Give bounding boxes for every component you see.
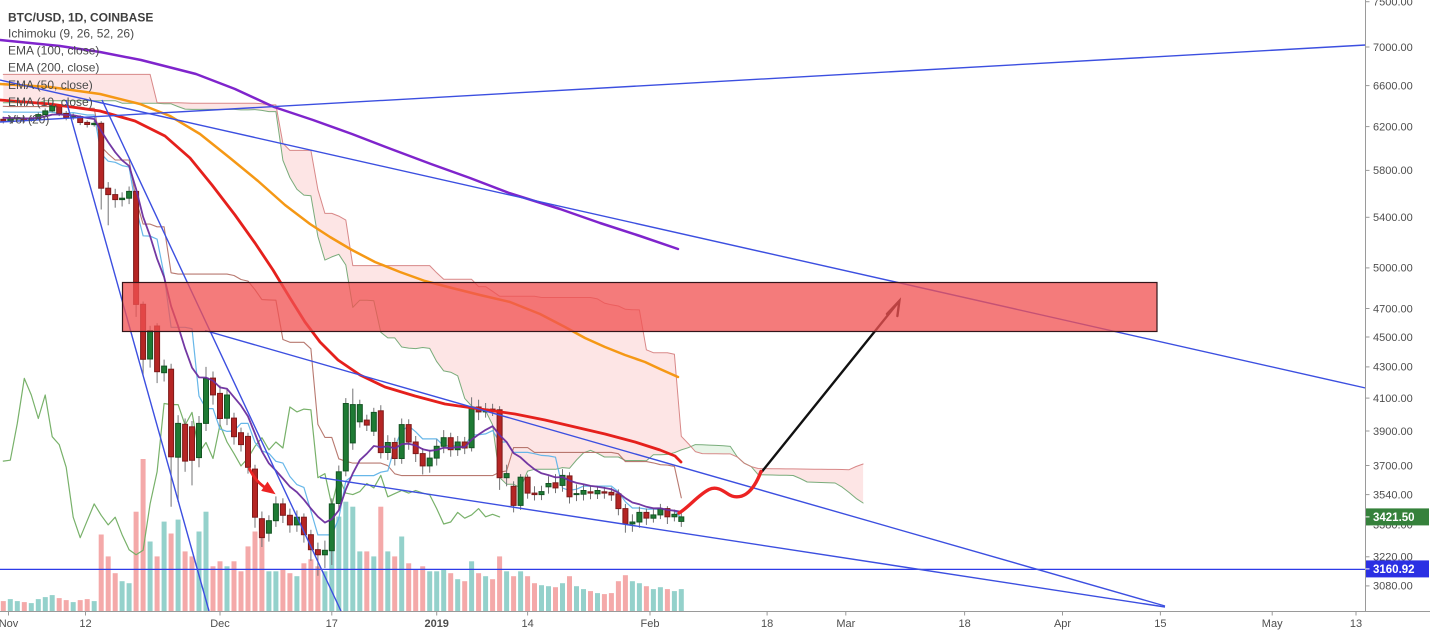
svg-text:3160.92: 3160.92 (1373, 564, 1415, 576)
svg-text:Ichimoku (9, 26, 52, 26): Ichimoku (9, 26, 52, 26) (8, 27, 134, 41)
svg-text:14: 14 (521, 618, 533, 630)
svg-text:4100.00: 4100.00 (1373, 393, 1413, 405)
svg-text:EMA (10, close): EMA (10, close) (8, 95, 93, 109)
svg-text:Feb: Feb (641, 618, 660, 630)
svg-text:5800.00: 5800.00 (1373, 165, 1413, 177)
svg-text:3421.50: 3421.50 (1373, 512, 1415, 524)
svg-text:3900.00: 3900.00 (1373, 426, 1413, 438)
svg-text:6600.00: 6600.00 (1373, 80, 1413, 92)
svg-text:Nov: Nov (0, 618, 19, 630)
svg-text:4300.00: 4300.00 (1373, 362, 1413, 374)
svg-text:4500.00: 4500.00 (1373, 332, 1413, 344)
svg-text:May: May (1262, 618, 1283, 630)
svg-text:7000.00: 7000.00 (1373, 42, 1413, 54)
svg-text:Apr: Apr (1054, 618, 1071, 630)
svg-text:13: 13 (1350, 618, 1362, 630)
svg-text:3080.00: 3080.00 (1373, 581, 1413, 593)
svg-text:3540.00: 3540.00 (1373, 489, 1413, 501)
svg-text:EMA (200, close): EMA (200, close) (8, 61, 99, 75)
svg-text:Vol (20): Vol (20) (8, 113, 49, 127)
svg-text:7500.00: 7500.00 (1373, 0, 1413, 9)
svg-text:Dec: Dec (210, 618, 230, 630)
svg-text:12: 12 (79, 618, 91, 630)
svg-text:18: 18 (761, 618, 773, 630)
svg-text:2019: 2019 (424, 618, 448, 630)
svg-text:3700.00: 3700.00 (1373, 460, 1413, 472)
svg-text:EMA (100, close): EMA (100, close) (8, 44, 99, 58)
svg-text:17: 17 (326, 618, 338, 630)
svg-text:Mar: Mar (836, 618, 855, 630)
svg-text:5400.00: 5400.00 (1373, 212, 1413, 224)
svg-text:5000.00: 5000.00 (1373, 263, 1413, 275)
svg-text:6200.00: 6200.00 (1373, 121, 1413, 133)
svg-text:18: 18 (958, 618, 970, 630)
svg-text:EMA (50, close): EMA (50, close) (8, 78, 93, 92)
svg-text:15: 15 (1154, 618, 1166, 630)
svg-text:4700.00: 4700.00 (1373, 303, 1413, 315)
svg-text:BTC/USD, 1D, COINBASE: BTC/USD, 1D, COINBASE (8, 11, 153, 25)
